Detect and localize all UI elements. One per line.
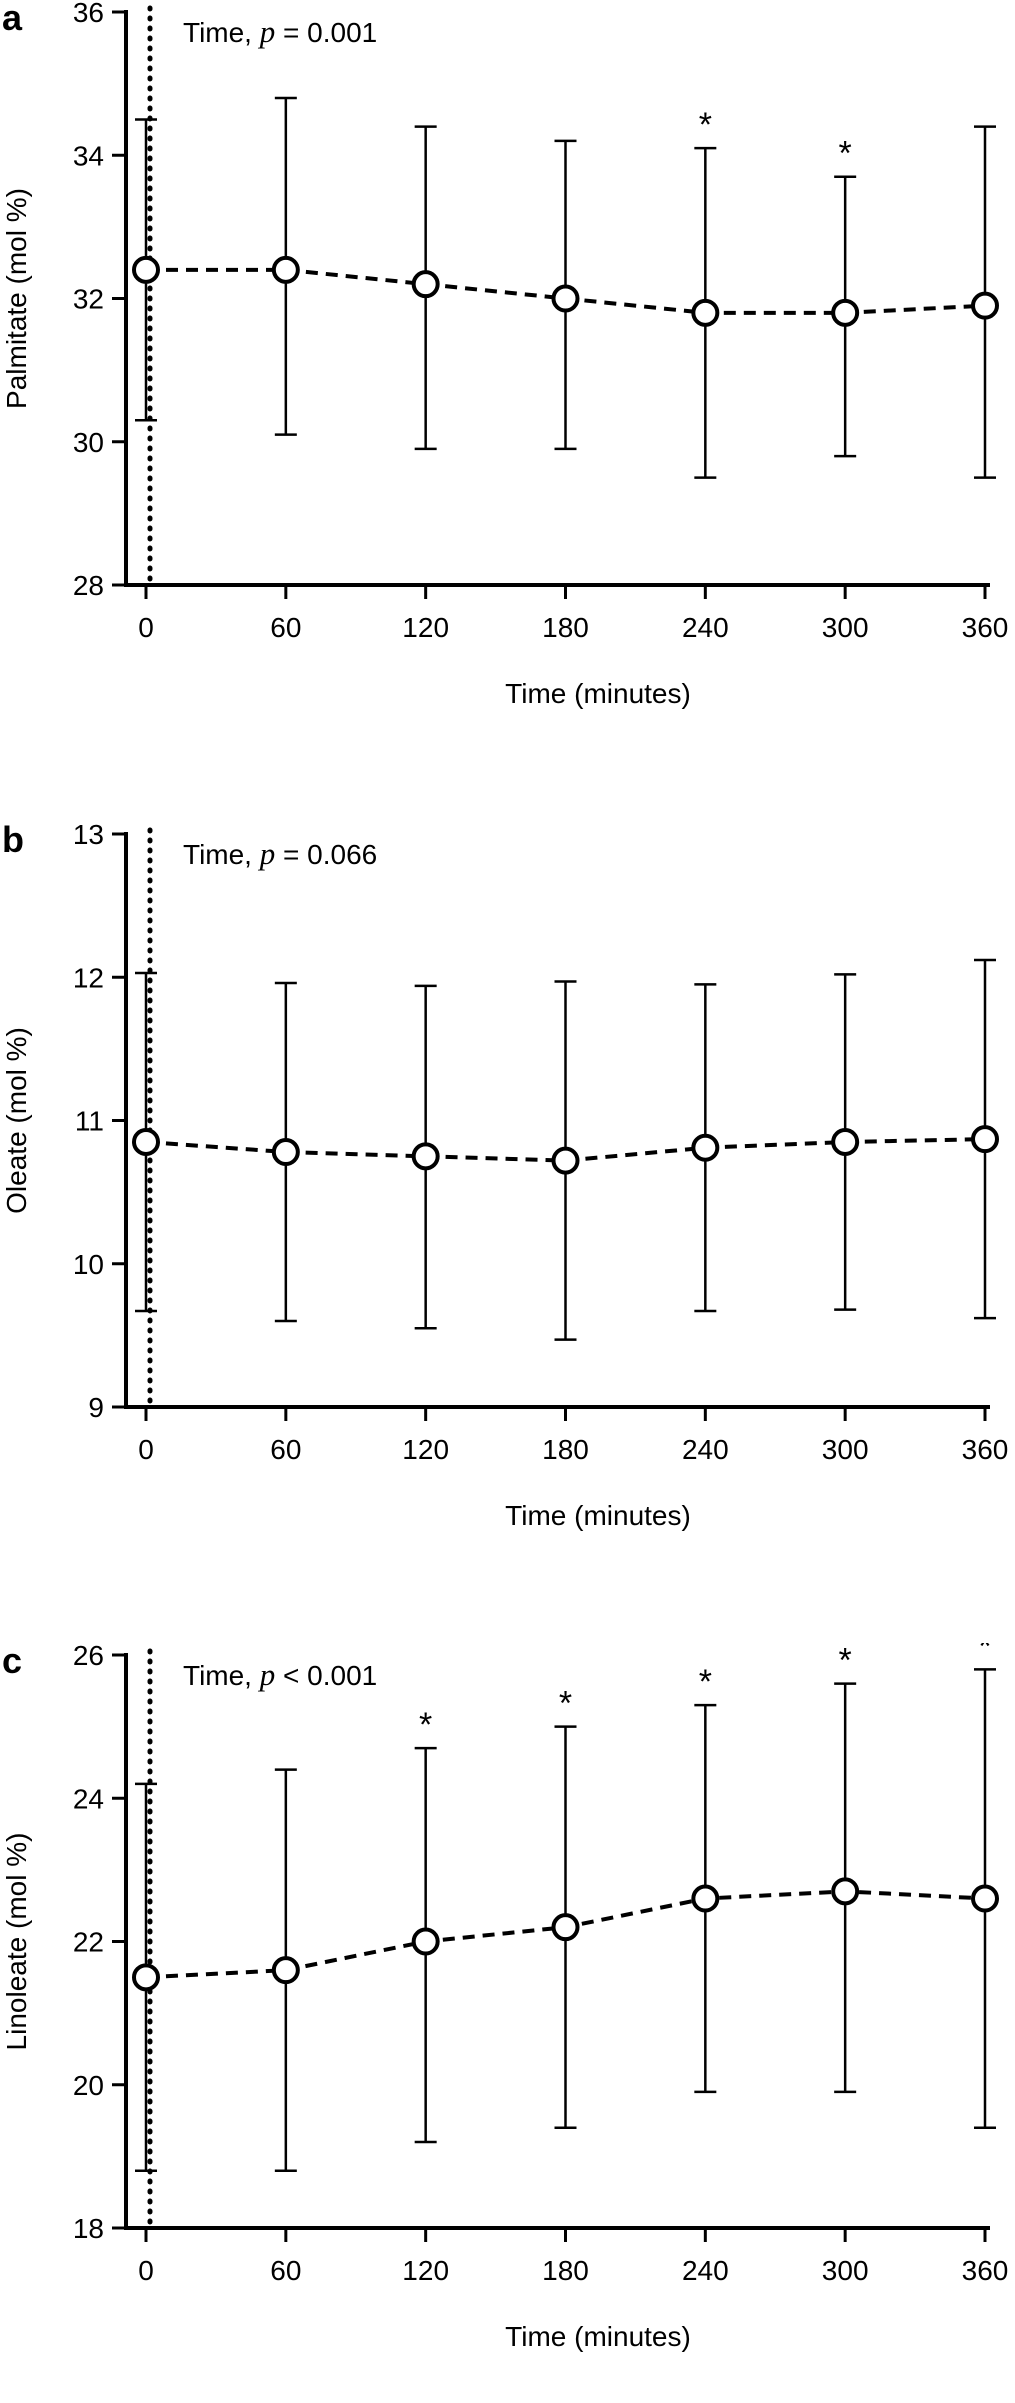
data-point xyxy=(831,1877,860,1906)
stat-prefix: Time, xyxy=(183,17,260,48)
data-point xyxy=(411,1927,440,1956)
y-tick-label: 11 xyxy=(75,1106,104,1137)
x-tick-label: 180 xyxy=(542,612,589,643)
data-point xyxy=(132,1963,160,1992)
y-tick-label: 13 xyxy=(73,822,104,850)
y-tick-label: 32 xyxy=(73,284,104,315)
y-tick-label: 20 xyxy=(73,2070,104,2101)
x-tick-label: 240 xyxy=(682,2255,729,2286)
y-axis-label: Oleate (mol %) xyxy=(1,1027,32,1214)
y-tick-label: 18 xyxy=(73,2213,104,2244)
y-tick-label: 10 xyxy=(73,1249,104,1280)
data-point xyxy=(831,298,860,327)
x-tick-label: 180 xyxy=(542,1434,589,1465)
data-point xyxy=(551,284,580,313)
x-tick-label: 60 xyxy=(270,612,301,643)
x-tick-label: 300 xyxy=(822,612,869,643)
significance-marker: * xyxy=(559,1685,572,1723)
y-tick-label: 24 xyxy=(73,1783,104,1814)
x-tick-label: 360 xyxy=(962,2255,1009,2286)
stat-annotation: Time, p < 0.001 xyxy=(183,1657,377,1692)
stat-p-symbol: p xyxy=(258,836,276,871)
chart-svg: 9 10 11 12 13 0 60 120 180 240 300 360 Time (minutes… xyxy=(1,822,1009,1531)
data-point xyxy=(271,255,300,284)
panel-label: a xyxy=(2,0,23,38)
stat-value: = 0.001 xyxy=(275,17,377,48)
data-point xyxy=(691,1133,720,1162)
x-axis-label: Time (minutes) xyxy=(505,678,691,709)
x-tick-label: 120 xyxy=(402,1434,449,1465)
y-tick-label: 26 xyxy=(73,1643,104,1671)
y-tick-label: 30 xyxy=(73,427,104,458)
y-tick-label: 36 xyxy=(73,0,104,28)
data-point xyxy=(271,1956,300,1985)
panel-b: b 9 10 11 12 13 0 60 120 180 240 300 360 Time (minut… xyxy=(0,822,1015,1582)
x-tick-label: 240 xyxy=(682,1434,729,1465)
x-tick-label: 0 xyxy=(138,612,154,643)
data-point xyxy=(691,298,720,327)
y-axis-label: Linoleate (mol %) xyxy=(1,1833,32,2051)
panel-c: c 18 20 22 24 26 0 60 120 180 240 300 360 Time (minu… xyxy=(0,1643,1015,2403)
x-axis-label: Time (minutes) xyxy=(505,1500,691,1531)
significance-marker: * xyxy=(699,106,712,144)
y-axis-label: Palmitate (mol %) xyxy=(1,188,32,409)
stat-p-symbol: p xyxy=(258,14,276,49)
x-tick-label: 60 xyxy=(270,1434,301,1465)
stat-value: < 0.001 xyxy=(275,1660,377,1691)
y-tick-label: 9 xyxy=(88,1392,104,1423)
x-tick-label: 300 xyxy=(822,2255,869,2286)
stat-p-symbol: p xyxy=(258,1657,276,1692)
panel-label: b xyxy=(2,819,24,860)
data-point xyxy=(691,1884,720,1913)
stat-value: = 0.066 xyxy=(275,839,377,870)
data-point xyxy=(831,1127,860,1156)
y-tick-label: 22 xyxy=(73,1927,104,1958)
data-point xyxy=(271,1138,300,1167)
significance-marker: * xyxy=(839,135,852,173)
panel-a: a 28 30 32 34 36 0 60 120 180 240 300 360 Time (minu… xyxy=(0,0,1015,760)
x-tick-label: 0 xyxy=(138,2255,154,2286)
stat-annotation: Time, p = 0.066 xyxy=(183,836,377,871)
data-point xyxy=(132,1127,160,1156)
stat-prefix: Time, xyxy=(183,839,260,870)
data-point xyxy=(551,1146,580,1175)
significance-marker: * xyxy=(978,1643,991,1665)
data-point xyxy=(971,1884,999,1913)
x-tick-label: 0 xyxy=(138,1434,154,1465)
data-point xyxy=(551,1913,580,1942)
data-point xyxy=(971,1125,999,1154)
x-tick-label: 60 xyxy=(270,2255,301,2286)
stat-annotation: Time, p = 0.001 xyxy=(183,14,377,49)
x-axis-label: Time (minutes) xyxy=(505,2321,691,2352)
x-tick-label: 360 xyxy=(962,612,1009,643)
y-tick-label: 12 xyxy=(73,962,104,993)
chart-svg: 18 20 22 24 26 0 60 120 180 240 300 360 Time (minute… xyxy=(1,1643,1009,2352)
data-point xyxy=(411,270,440,299)
data-point xyxy=(411,1142,440,1171)
significance-marker: * xyxy=(839,1643,852,1680)
y-tick-label: 34 xyxy=(73,140,104,171)
significance-marker: * xyxy=(419,1706,432,1744)
x-tick-label: 120 xyxy=(402,2255,449,2286)
x-tick-label: 240 xyxy=(682,612,729,643)
x-tick-label: 180 xyxy=(542,2255,589,2286)
data-point xyxy=(971,291,999,320)
stat-prefix: Time, xyxy=(183,1660,260,1691)
x-tick-label: 360 xyxy=(962,1434,1009,1465)
y-tick-label: 28 xyxy=(73,570,104,601)
x-tick-label: 120 xyxy=(402,612,449,643)
x-tick-label: 300 xyxy=(822,1434,869,1465)
panel-label: c xyxy=(2,1640,23,1681)
significance-marker: * xyxy=(699,1663,712,1701)
data-point xyxy=(132,255,160,284)
